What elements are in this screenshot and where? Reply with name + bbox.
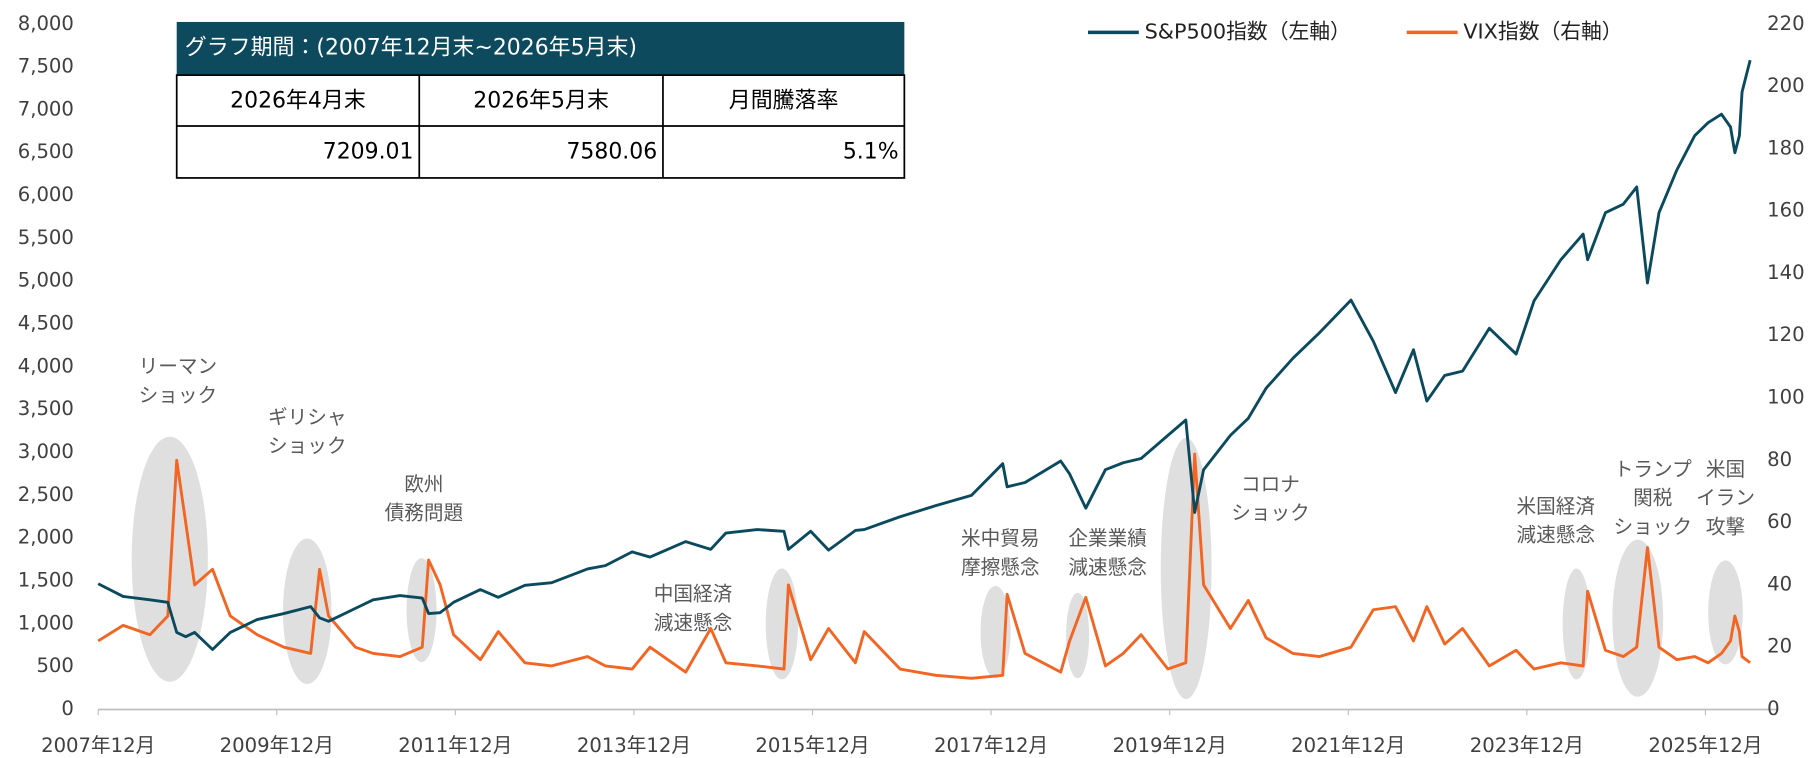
table-cell: 7209.01 xyxy=(323,140,414,165)
x-tick-label: 2011年12月 xyxy=(398,734,512,757)
x-tick-label: 2021年12月 xyxy=(1291,734,1405,757)
x-tick-label: 2009年12月 xyxy=(220,734,334,757)
y2-tick-label: 40 xyxy=(1767,572,1792,595)
y-tick-label: 4,500 xyxy=(18,312,74,335)
annotation: トランプ xyxy=(1614,458,1692,481)
annotation: ショック xyxy=(1231,502,1309,525)
y-tick-label: 6,000 xyxy=(18,183,74,206)
y2-tick-label: 160 xyxy=(1767,199,1804,222)
y2-tick-label: 0 xyxy=(1767,697,1779,720)
highlight xyxy=(1066,592,1090,679)
table-cell: 5.1% xyxy=(843,140,899,165)
annotation: ギリシャ xyxy=(268,406,346,429)
y-tick-label: 5,500 xyxy=(18,226,74,249)
annotation: ショック xyxy=(268,435,346,458)
table-title: グラフ期間：(2007年12月末~2026年5月末) xyxy=(185,36,637,61)
y2-tick-label: 120 xyxy=(1767,323,1804,346)
y2-tick-label: 100 xyxy=(1767,386,1804,409)
table-header: 2026年5月末 xyxy=(473,89,609,114)
y2-tick-label: 20 xyxy=(1767,635,1792,658)
y-tick-label: 1,500 xyxy=(18,568,74,591)
y-tick-label: 5,000 xyxy=(18,269,74,292)
highlight xyxy=(406,558,437,663)
y-tick-label: 2,000 xyxy=(18,526,74,549)
table-cell: 7580.06 xyxy=(566,140,657,165)
annotation: 米中貿易 xyxy=(961,527,1039,550)
annotation: 米国 xyxy=(1706,458,1745,481)
legend-label: S&P500指数（左軸） xyxy=(1145,19,1351,43)
annotation: ショック xyxy=(139,384,217,407)
series-line xyxy=(97,59,1752,651)
y2-tick-label: 140 xyxy=(1767,261,1804,284)
y-tick-label: 3,000 xyxy=(18,440,74,463)
series-line xyxy=(97,452,1752,680)
annotation: 摩擦懸念 xyxy=(961,556,1039,579)
annotation: 攻撃 xyxy=(1706,516,1745,539)
x-tick-label: 2017年12月 xyxy=(934,734,1048,757)
annotation: イラン xyxy=(1696,487,1755,510)
legend-label: VIX指数（右軸） xyxy=(1463,19,1622,43)
y-tick-label: 8,000 xyxy=(18,12,74,35)
highlight-layer xyxy=(131,436,1743,700)
x-tick-label: 2007年12月 xyxy=(41,734,155,757)
annotation: 減速懸念 xyxy=(1517,524,1595,547)
y-tick-label: 4,000 xyxy=(18,354,74,377)
highlight xyxy=(1708,560,1743,665)
annotation: 欧州 xyxy=(404,473,443,496)
y-tick-label: 7,500 xyxy=(18,55,74,78)
annotation: コロナ xyxy=(1241,473,1300,496)
y2-tick-label: 200 xyxy=(1767,74,1804,97)
x-tick-label: 2019年12月 xyxy=(1113,734,1227,757)
table-header: 月間騰落率 xyxy=(729,89,839,114)
annotation: 中国経済 xyxy=(654,583,733,606)
annotation: 債務問題 xyxy=(385,502,463,525)
y-tick-label: 1,000 xyxy=(18,611,74,634)
y-tick-label: 3,500 xyxy=(18,397,74,420)
y2-tick-label: 80 xyxy=(1767,448,1792,471)
y-tick-label: 2,500 xyxy=(18,483,74,506)
x-tick-label: 2015年12月 xyxy=(755,734,869,757)
y-tick-label: 6,500 xyxy=(18,140,74,163)
y2-tick-label: 60 xyxy=(1767,510,1792,533)
x-tick-label: 2025年12月 xyxy=(1648,734,1762,757)
table-title-bg xyxy=(176,21,905,76)
x-tick-label: 2013年12月 xyxy=(577,734,691,757)
annotation: 企業業績 xyxy=(1068,527,1146,550)
x-tick-label: 2023年12月 xyxy=(1470,734,1584,757)
annotation: リーマン xyxy=(139,355,217,378)
annotation: 米国経済 xyxy=(1517,495,1596,518)
y-tick-label: 0 xyxy=(61,697,73,720)
table-header: 2026年4月末 xyxy=(230,89,366,114)
y-tick-label: 500 xyxy=(36,654,73,677)
annotation: ショック xyxy=(1614,516,1692,539)
annotation: 減速懸念 xyxy=(1068,556,1146,579)
y2-tick-label: 180 xyxy=(1767,136,1804,159)
annotation: 減速懸念 xyxy=(654,611,732,634)
y-tick-label: 7,000 xyxy=(18,97,74,120)
highlight xyxy=(765,568,799,680)
annotation: 関税 xyxy=(1633,487,1672,510)
y2-tick-label: 220 xyxy=(1767,12,1804,35)
